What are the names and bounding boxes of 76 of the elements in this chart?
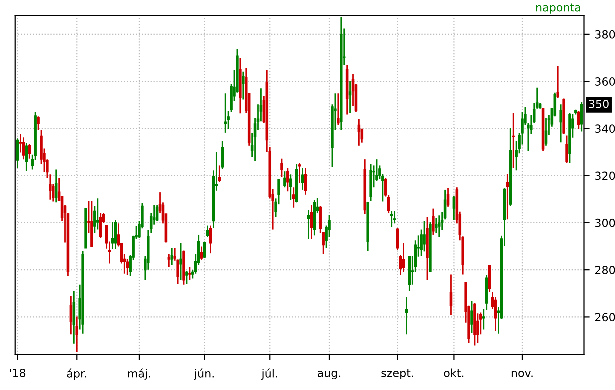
candlestick bbox=[432, 208, 435, 236]
x-tick-label: júl. bbox=[262, 368, 278, 380]
candlestick bbox=[556, 66, 560, 99]
x-tick-label: okt. bbox=[444, 368, 464, 378]
candlestick bbox=[209, 225, 212, 254]
candlestick bbox=[286, 168, 290, 192]
annotation: 350 bbox=[589, 100, 609, 108]
candlestick bbox=[111, 222, 114, 250]
candlestick bbox=[560, 104, 562, 144]
candlestick bbox=[70, 296, 73, 336]
y-tick-label: 320 bbox=[596, 172, 615, 180]
candlestick bbox=[72, 290, 76, 345]
candlestick bbox=[438, 214, 441, 238]
candlestick bbox=[310, 204, 314, 240]
candlestick bbox=[25, 142, 28, 172]
candlestick bbox=[188, 266, 192, 282]
candlestick bbox=[170, 248, 174, 266]
candlestick bbox=[200, 246, 204, 261]
candlestick bbox=[54, 169, 58, 204]
y-tick-label: 260 bbox=[595, 313, 615, 322]
candlestick bbox=[307, 210, 310, 240]
candlestick bbox=[292, 186, 296, 209]
candlestick bbox=[284, 170, 286, 188]
candlestick bbox=[393, 210, 396, 224]
candlestick bbox=[512, 112, 515, 169]
x-tick-label: máj. bbox=[128, 368, 150, 380]
candlestick bbox=[224, 92, 227, 134]
candlestick bbox=[99, 212, 102, 239]
x-tick-label: jún. bbox=[194, 368, 214, 380]
text: naponta bbox=[536, 4, 580, 14]
candlestick bbox=[180, 242, 182, 282]
candlestick bbox=[452, 195, 456, 222]
candlestick bbox=[206, 225, 210, 238]
candlestick bbox=[96, 198, 100, 230]
candlestick bbox=[348, 80, 352, 114]
y-tick-label: 340 bbox=[596, 124, 615, 134]
candlestick bbox=[168, 254, 171, 268]
candlestick bbox=[22, 136, 26, 160]
candlestick bbox=[28, 143, 32, 160]
candlestick bbox=[435, 217, 438, 234]
candlestick bbox=[488, 264, 492, 294]
candlestick bbox=[390, 210, 394, 228]
candlestick bbox=[446, 188, 450, 208]
candlestick bbox=[76, 316, 79, 354]
candlestick bbox=[544, 118, 548, 147]
x-tick-label: szept. bbox=[382, 369, 414, 380]
candlestick bbox=[203, 241, 206, 260]
candlestick bbox=[16, 138, 20, 169]
candlestick bbox=[405, 296, 408, 336]
candlestick bbox=[304, 167, 308, 196]
candlestick bbox=[126, 258, 129, 276]
candlestick bbox=[37, 116, 40, 131]
candlestick bbox=[423, 220, 426, 252]
candlestick bbox=[298, 162, 302, 184]
y-tick-label: 300 bbox=[596, 218, 615, 228]
candlestick bbox=[280, 158, 284, 178]
candlestick bbox=[396, 227, 400, 251]
x-tick-label: '18 bbox=[10, 368, 26, 378]
y-tick-label: 360 bbox=[596, 78, 615, 86]
candlestick bbox=[186, 270, 188, 285]
candlestick bbox=[450, 274, 453, 316]
candlestick bbox=[242, 71, 245, 100]
candlestick bbox=[506, 173, 510, 220]
y-tick-label: 280 bbox=[595, 266, 615, 274]
candlestick bbox=[566, 135, 568, 164]
y-tick-label: 380 bbox=[596, 30, 615, 39]
candlestick bbox=[221, 140, 224, 170]
x-tick-label: aug. bbox=[318, 371, 341, 380]
candlestick bbox=[114, 220, 118, 250]
x-tick-label: nov. bbox=[512, 371, 533, 378]
candlestick bbox=[580, 101, 584, 132]
candlestick bbox=[470, 300, 474, 334]
candlestick bbox=[337, 92, 340, 126]
candlestick bbox=[578, 110, 580, 130]
x-tick-label: ápr. bbox=[67, 368, 86, 380]
candlestick bbox=[290, 174, 292, 201]
